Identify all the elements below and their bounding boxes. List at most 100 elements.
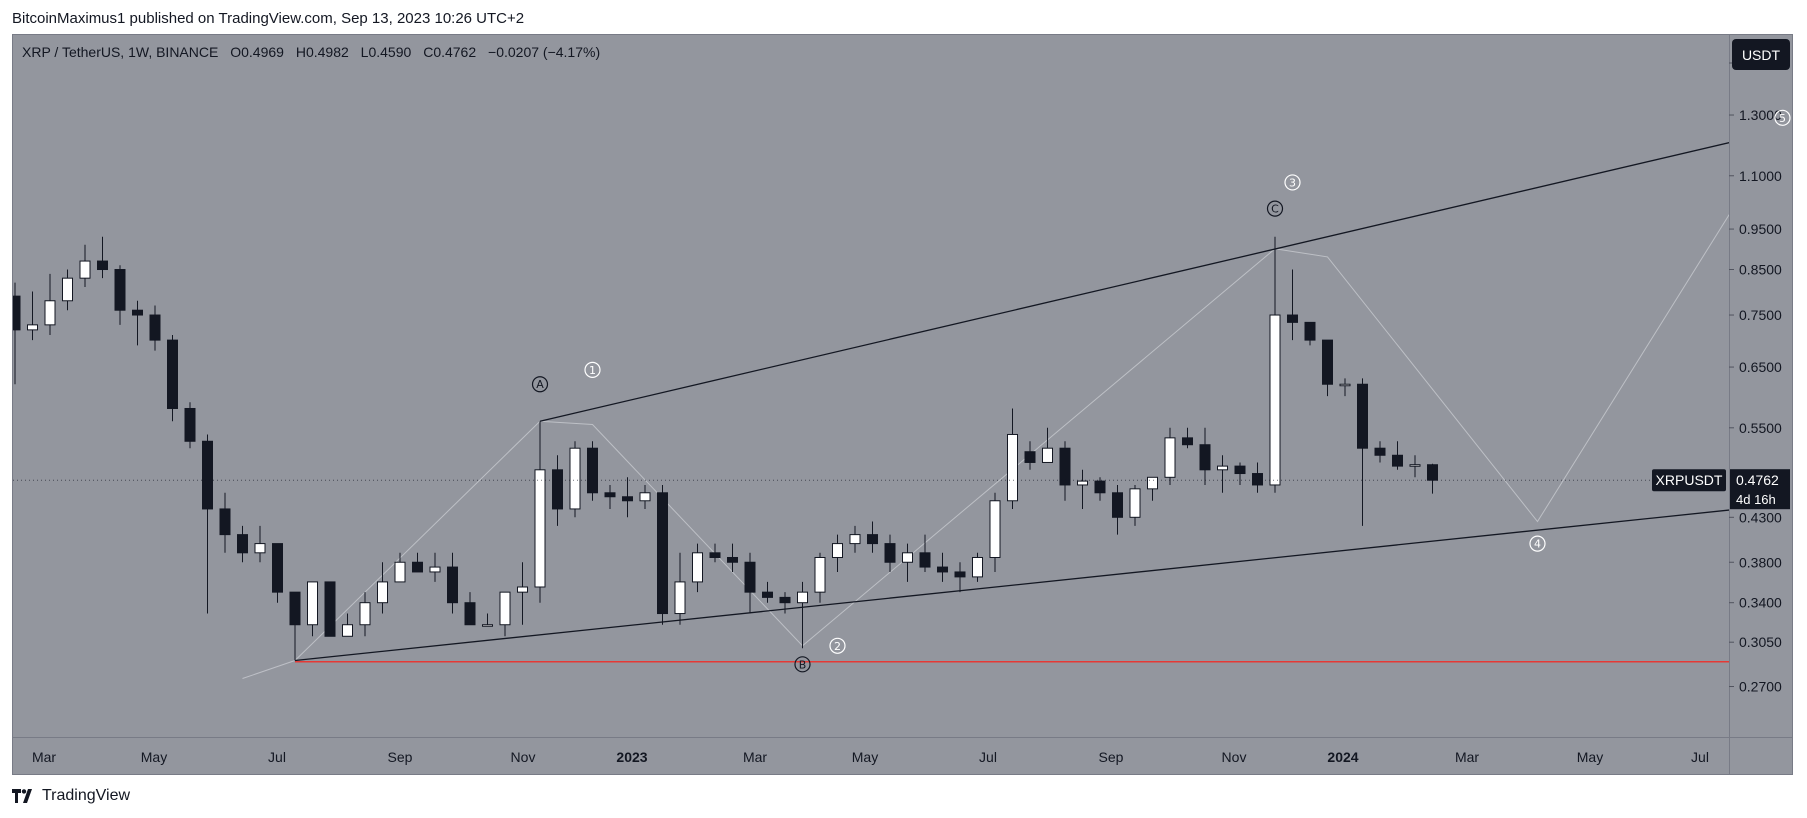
candle [762,581,773,603]
candle [272,543,283,603]
currency-button[interactable]: USDT [1732,39,1790,70]
candle-body [762,591,773,598]
candle [359,592,371,637]
candle-body [412,561,423,573]
candle-body [1234,465,1246,475]
y-tick-label: 0.8500 [1739,262,1782,278]
candle-body [1112,492,1123,518]
candle-body [674,581,686,615]
candle-body [79,260,91,279]
candle-body [832,543,843,558]
candle [1427,463,1438,494]
candle-body [184,407,196,442]
candle-body [1392,454,1403,467]
candle [674,552,686,625]
candle [814,552,826,603]
candle-body [972,556,983,578]
candle [552,455,563,526]
candle [499,591,511,637]
candle-body [517,586,528,593]
candle [1094,477,1106,501]
candle-body [1217,465,1228,471]
candle [902,543,913,582]
open-label: O [230,44,242,60]
candle [604,484,616,509]
candle [482,613,493,627]
candle-body [849,534,861,545]
candle [237,525,248,563]
candle-body [447,566,458,604]
candle-body [622,496,633,502]
candle-body [587,447,598,494]
price-tag-bg [1730,469,1790,510]
candle [464,592,476,626]
chart-frame[interactable] [12,34,1793,775]
x-tick-label: 2024 [1327,749,1358,765]
candle-body [884,543,896,563]
candle-body [989,500,1001,558]
candle-body [692,552,703,583]
candle [657,484,668,625]
candle [324,581,336,637]
y-tick-label: 0.7500 [1739,307,1782,323]
candle-body [937,566,948,573]
candle-body [499,591,511,626]
symbol-label[interactable]: XRP / TetherUS, 1W, BINANCE [22,44,219,60]
y-tick-label: 1.3000 [1739,107,1782,123]
candle [1007,408,1018,509]
candle-body [867,534,878,545]
candle [832,534,843,572]
candle-body [1024,451,1036,463]
candle-body [272,543,283,593]
wave-label: 5 [1774,109,1791,126]
candle [692,543,703,593]
wave-label-circle [1774,109,1791,126]
candle-body [1094,480,1106,494]
x-tick-label: Mar [1455,749,1479,765]
candle-body [1129,488,1141,518]
candle-body [1287,314,1298,323]
candle-body [219,508,231,536]
y-tick-label: 0.6500 [1739,359,1782,375]
candle [202,434,213,614]
candle-body [13,295,21,331]
x-tick-label: May [1577,749,1603,765]
wave-label-circle [794,656,811,673]
x-tick-label: Jul [1691,749,1709,765]
wave-label: 2 [829,637,846,654]
candle-body [814,556,826,593]
candle [149,305,161,351]
tradingview-brand: TradingView [42,787,131,804]
candle-body [1164,437,1176,478]
wave-label-circle [829,637,846,654]
candle [1374,441,1386,463]
candle [1392,441,1403,470]
y-tick-label: 0.3050 [1739,634,1782,650]
y-tick-label: 1.1000 [1739,168,1782,184]
wave-label-circle [1529,535,1546,552]
candle-body [377,581,388,604]
candle-body [149,314,161,341]
candle-body [902,552,913,563]
y-tick-label: 0.3400 [1739,595,1782,611]
overlay: A B C 1 2 3 4 5 XRPUSDT 0.4762 4d 16h [13,109,1791,673]
wave-label: 1 [584,361,601,378]
candle [1129,484,1141,526]
candle-body [167,339,178,409]
tradingview-logo[interactable]: TradingView [12,787,130,805]
candle-body [1304,321,1316,341]
symbol-tag-label: XRPUSDT [1656,472,1723,488]
candle [1234,462,1246,485]
candle [727,543,738,572]
wave-projection-path [294,213,1729,661]
candle-body [1322,339,1333,385]
candle [27,291,38,341]
candle [342,613,353,637]
candle-body [709,552,721,558]
wave-label: A [531,376,549,393]
candle-body [1059,447,1071,486]
candle-body [44,300,56,326]
candle-body [202,440,213,510]
candle [1077,469,1088,509]
